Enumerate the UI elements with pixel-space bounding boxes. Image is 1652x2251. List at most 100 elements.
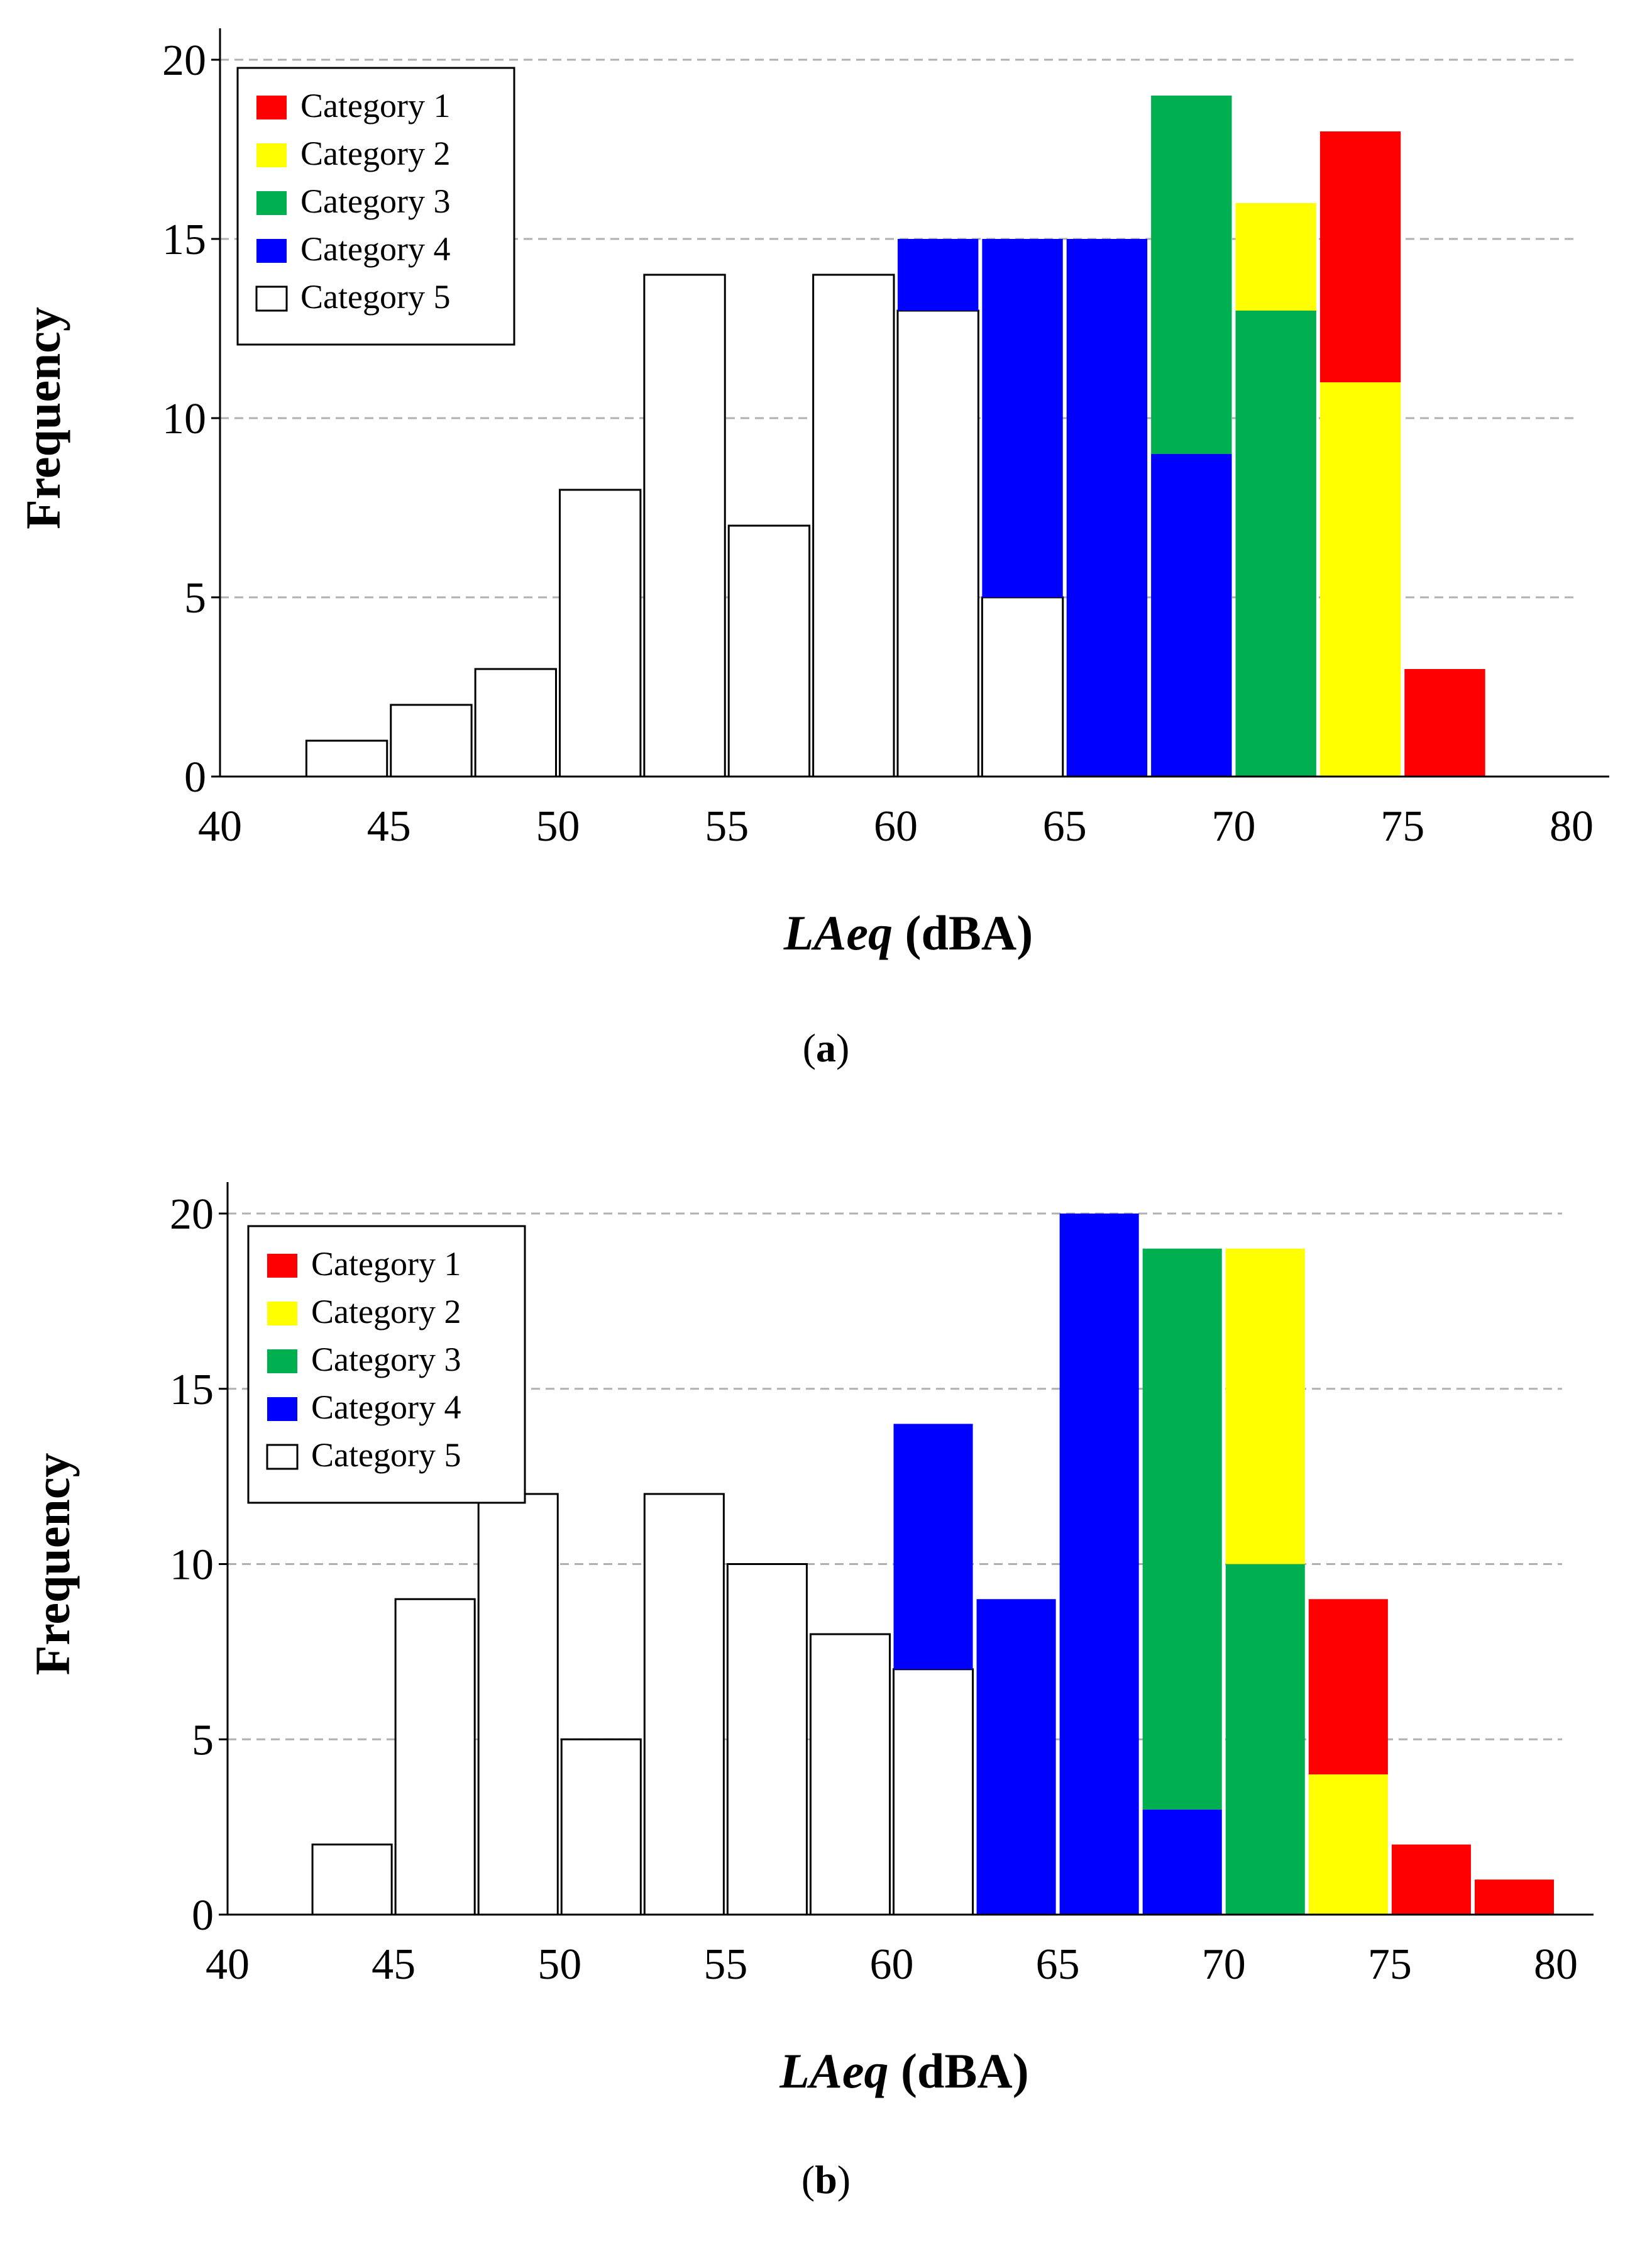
bar-category-4-bin-9-b: [1059, 1214, 1139, 1915]
legend-swatch-category-5-a: [255, 285, 288, 312]
x-axis-label-b: LAeq (dBA): [779, 2044, 1028, 2098]
x-axis-label-a: LAeq (dBA): [783, 905, 1033, 960]
bar-category-5-bin-6-b: [809, 1633, 891, 1916]
x-tick-label-80-b: 80: [1534, 1940, 1578, 1989]
x-tick-label-65-a: 65: [1043, 802, 1087, 851]
legend-label-category-3-a: Category 3: [300, 182, 450, 220]
x-tick-label-50-b: 50: [537, 1940, 581, 1989]
bar-category-4-bin-10-a: [1151, 454, 1232, 777]
y-axis-label-b: Frequency: [25, 1453, 80, 1676]
y-tick-label-20-a: 20: [162, 36, 206, 85]
panel-caption-a: (a): [802, 1026, 850, 1070]
y-axis-label-a: Frequency: [16, 307, 70, 529]
bar-category-3-bin-10-a: [1151, 96, 1232, 454]
bar-category-1-bin-13-b: [1391, 1844, 1471, 1915]
panel-label-b: b: [815, 2157, 837, 2202]
bar-category-5-bin-6-a: [812, 274, 895, 778]
bar-category-5-bin-2-a: [474, 668, 557, 778]
x-tick-label-70-b: 70: [1202, 1940, 1246, 1989]
x-tick-label-55-a: 55: [705, 802, 749, 851]
legend-label-category-1-b: Category 1: [311, 1245, 461, 1283]
x-tick-label-60-b: 60: [870, 1940, 914, 1989]
x-tick-label-65-b: 65: [1036, 1940, 1080, 1989]
x-tick-label-75-b: 75: [1368, 1940, 1412, 1989]
bar-category-5-bin-5-a: [727, 524, 811, 778]
legend-label-category-3-b: Category 3: [311, 1341, 461, 1378]
bar-category-5-bin-4-b: [643, 1493, 725, 1916]
bar-category-5-bin-5-b: [726, 1563, 808, 1916]
bar-category-4-bin-7-a: [898, 239, 979, 311]
legend-label-category-1-a: Category 1: [300, 87, 450, 124]
bar-category-2-bin-12-a: [1319, 382, 1401, 777]
bar-category-5-bin-7-a: [896, 309, 979, 778]
x-axis-label-unit-a: (dBA): [893, 905, 1033, 960]
y-tick-label-5-b: 5: [192, 1716, 214, 1764]
legend-swatch-category-4-a: [256, 239, 287, 263]
y-tick-label-0-a: 0: [184, 753, 206, 802]
bar-category-5-bin-0-b: [311, 1844, 393, 1916]
panel-caption-b: (b): [801, 2157, 851, 2202]
bar-category-5-bin-2-b: [477, 1493, 559, 1916]
y-tick-label-10-a: 10: [162, 395, 206, 443]
x-tick-label-50-a: 50: [536, 802, 580, 851]
bar-category-3-bin-11-b: [1225, 1564, 1305, 1915]
legend-swatch-category-3-b: [267, 1349, 297, 1373]
bar-category-5-bin-4-a: [643, 274, 726, 778]
bar-category-1-bin-12-b: [1308, 1599, 1388, 1774]
legend-label-category-4-b: Category 4: [311, 1388, 461, 1426]
bar-category-1-bin-12-a: [1319, 131, 1401, 382]
x-axis-label-unit-b: (dBA): [889, 2044, 1029, 2098]
legend-swatch-category-1-b: [267, 1254, 297, 1278]
legend-swatch-category-3-a: [256, 191, 287, 215]
bar-category-5-bin-3-b: [560, 1738, 642, 1916]
bar-category-3-bin-11-a: [1235, 311, 1316, 777]
legend-swatch-category-2-b: [267, 1302, 297, 1325]
chart-panel-a: 0 5 10 15 20 40 45 50 55 60 65 70 75 80 LAeq (dBA) Freq…: [16, 28, 1609, 1070]
chart-panel-b: 0 5 10 15 20 40 45 50 55 60 65 70 75 80 LAeq (dBA) Freq…: [0, 1126, 1652, 2251]
bar-category-4-bin-9-a: [1066, 239, 1148, 777]
legend-label-category-5-b: Category 5: [311, 1436, 461, 1474]
x-tick-label-75-a: 75: [1380, 802, 1424, 851]
legend-label-category-2-b: Category 2: [311, 1293, 461, 1330]
x-tick-label-45-b: 45: [372, 1940, 416, 1989]
bar-category-5-bin-8-a: [981, 596, 1064, 778]
legend-label-category-5-a: Category 5: [300, 278, 450, 316]
bar-category-2-bin-11-a: [1235, 203, 1316, 311]
bar-category-5-bin-7-b: [893, 1668, 974, 1916]
x-tick-label-55-b: 55: [703, 1940, 747, 1989]
bar-category-2-bin-11-b: [1225, 1248, 1305, 1564]
y-tick-label-10-b: 10: [170, 1541, 214, 1590]
y-tick-label-15-a: 15: [162, 216, 206, 264]
histogram-b: 0 5 10 15 20 40 45 50 55 60 65 70 75 80 LAeq (dBA) Freq…: [25, 1182, 1594, 2098]
bar-category-4-bin-8-b: [976, 1599, 1056, 1915]
y-tick-label-20-b: 20: [170, 1190, 214, 1239]
bar-category-5-bin-1-b: [394, 1598, 476, 1916]
bar-category-5-bin-1-a: [390, 704, 473, 778]
bar-category-4-bin-7-b: [893, 1424, 973, 1669]
bar-category-2-bin-12-b: [1308, 1774, 1388, 1915]
legend-swatch-category-4-b: [267, 1397, 297, 1421]
y-tick-label-5-a: 5: [184, 574, 206, 622]
bar-category-5-bin-3-a: [559, 489, 642, 778]
x-tick-label-60-a: 60: [874, 802, 918, 851]
legend-label-category-4-a: Category 4: [300, 230, 450, 268]
x-axis-label-italic-b: LAeq: [779, 2044, 888, 2098]
x-axis-label-italic-a: LAeq: [783, 905, 893, 960]
y-tick-label-15-b: 15: [170, 1366, 214, 1414]
bar-category-1-bin-14-b: [1474, 1879, 1554, 1915]
bar-category-4-bin-10-b: [1142, 1809, 1222, 1915]
x-tick-label-70-a: 70: [1212, 802, 1256, 851]
x-tick-label-40-b: 40: [206, 1940, 250, 1989]
y-tick-label-0-b: 0: [192, 1891, 214, 1940]
legend-swatch-category-5-b: [266, 1444, 299, 1470]
bar-category-1-bin-13-a: [1404, 669, 1485, 777]
x-tick-label-45-a: 45: [367, 802, 411, 851]
panel-label-a: a: [816, 1026, 836, 1070]
legend-swatch-category-2-a: [256, 143, 287, 167]
histogram-a: 0 5 10 15 20 40 45 50 55 60 65 70 75 80 LAeq (dBA) Freq…: [16, 28, 1609, 960]
legend-swatch-category-1-a: [256, 96, 287, 119]
x-tick-label-80-a: 80: [1550, 802, 1594, 851]
legend-label-category-2-a: Category 2: [300, 135, 450, 172]
bar-category-3-bin-10-b: [1142, 1248, 1222, 1810]
bar-category-5-bin-0-a: [305, 739, 388, 778]
